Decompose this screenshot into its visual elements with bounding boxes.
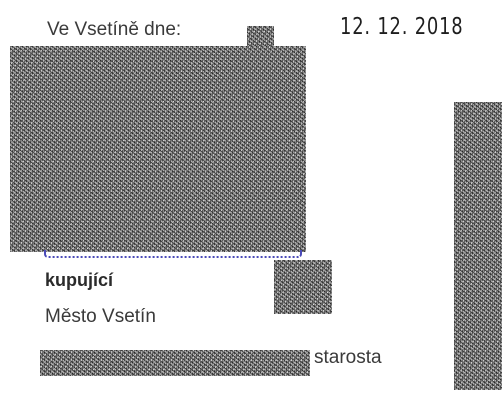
buyer-role-label: kupující	[45, 270, 114, 290]
redacted-signatory-name	[40, 350, 310, 376]
redacted-signature-area	[10, 46, 306, 252]
redacted-right-column	[454, 102, 502, 390]
signature-line	[44, 250, 302, 258]
signatory-title: starosta	[314, 347, 382, 368]
redacted-stamp-mark	[274, 260, 332, 314]
date-stamp: 12. 12. 2018	[340, 14, 464, 40]
buyer-organization: Město Vsetín	[45, 306, 156, 327]
place-date-label: Ve Vsetíně dne:	[47, 19, 182, 40]
